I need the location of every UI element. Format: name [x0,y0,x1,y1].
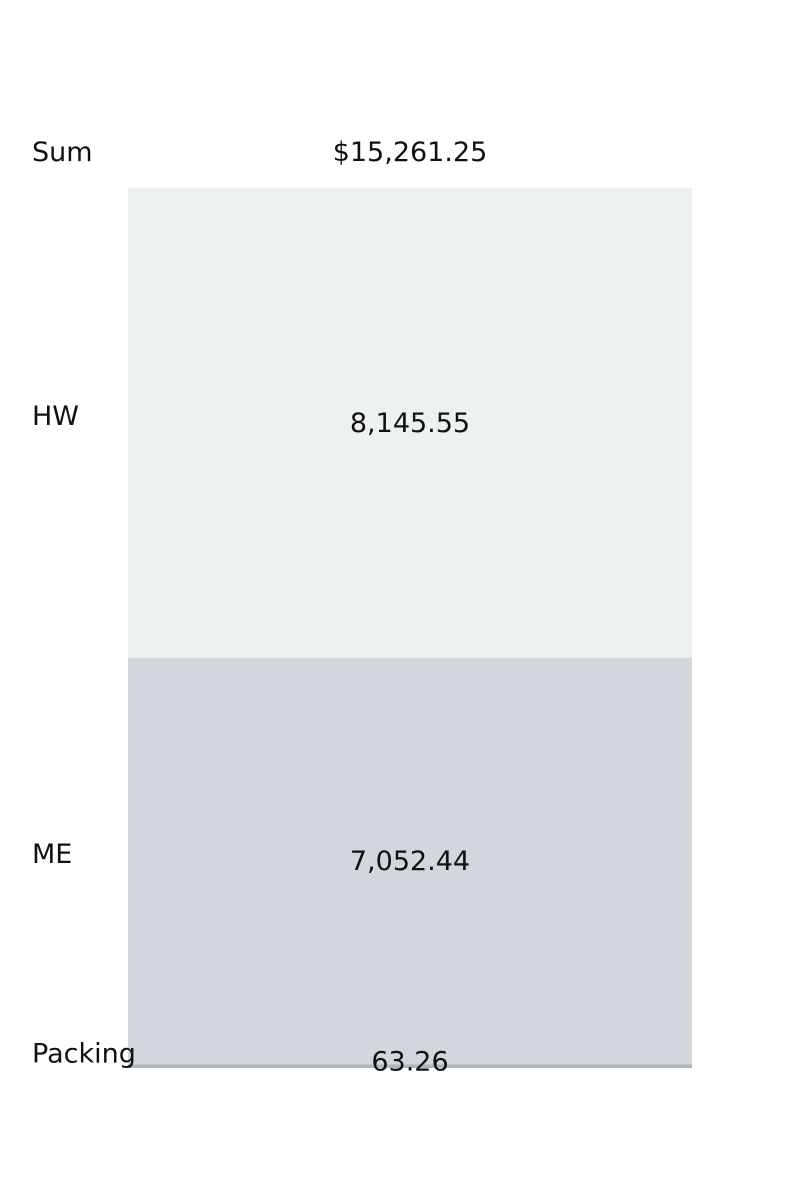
sum-label: Sum [32,137,93,168]
sum-value: $15,261.25 [333,137,488,168]
segment-labels: HW 8,145.55 ME 7,052.44 Packing 63.26 [32,401,470,1078]
value-label-hw: 8,145.55 [350,408,470,439]
category-label-hw: HW [32,401,79,432]
category-label-packing: Packing [32,1038,136,1069]
bar-segment-me [128,657,692,1065]
category-label-me: ME [32,839,72,870]
value-label-packing: 63.26 [371,1046,448,1077]
value-label-me: 7,052.44 [350,846,470,877]
bar-segment-hw [128,188,692,658]
bar-segments [128,188,692,1068]
bar-segment-packing [128,1064,692,1068]
